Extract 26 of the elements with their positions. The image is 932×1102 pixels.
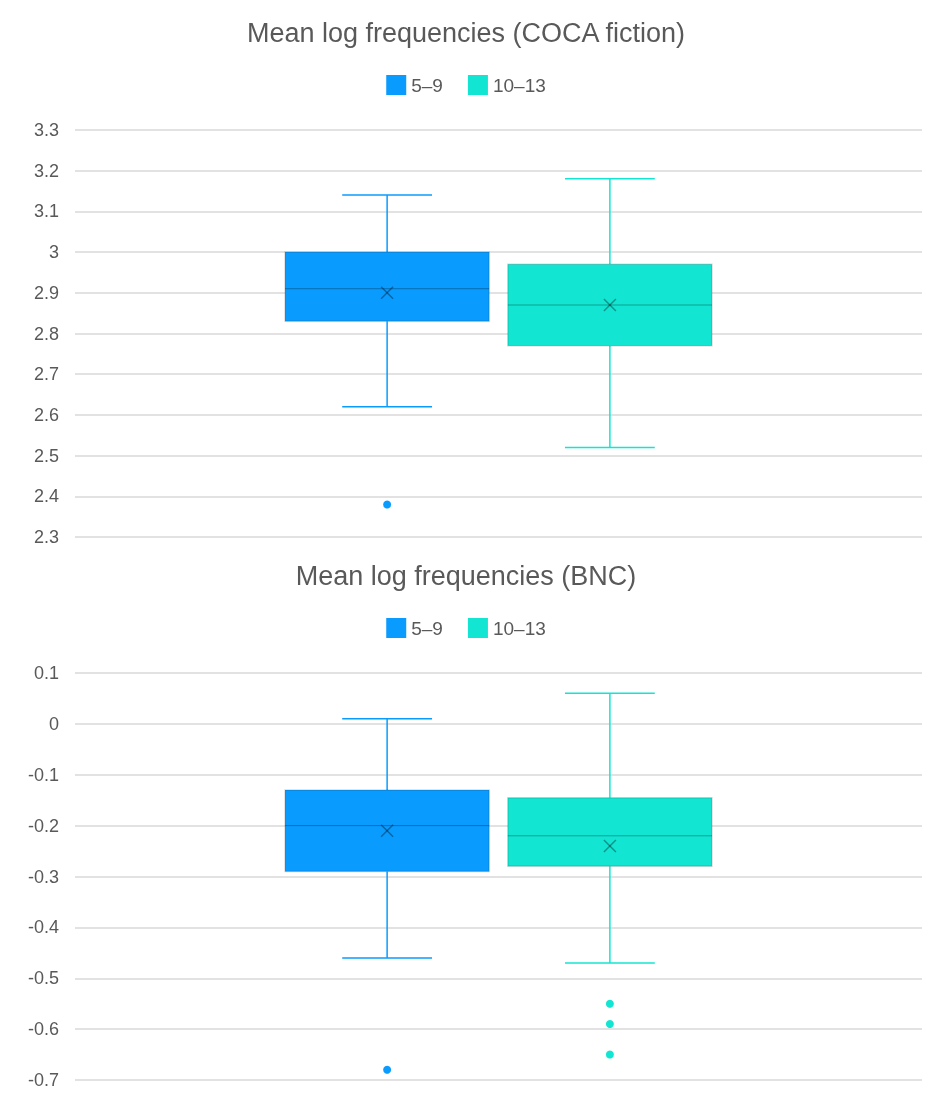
y-tick-label: -0.7 [27, 1070, 59, 1090]
y-tick-label: 3 [48, 242, 59, 263]
y-tick-label: -0.2 [27, 815, 59, 836]
y-tick-label: -0.5 [27, 968, 59, 989]
y-tick-label: 3.3 [33, 120, 59, 140]
y-tick-label: 2.5 [33, 445, 59, 466]
y-tick-label: 2.4 [33, 486, 59, 507]
y-tick-label: 2.8 [33, 323, 59, 344]
y-tick-label: 2.6 [33, 404, 59, 425]
legend-label: 10–13 [492, 74, 546, 96]
y-tick-label: 0 [48, 713, 59, 734]
y-tick-label: 3.1 [33, 201, 59, 222]
y-tick-label: -0.4 [27, 917, 59, 938]
y-tick-label: -0.1 [27, 764, 59, 785]
legend-label: 5–9 [411, 74, 443, 96]
y-tick-label: 2.3 [33, 527, 59, 547]
y-tick-label: 3.2 [33, 160, 59, 181]
y-tick-label: 2.7 [33, 364, 59, 385]
y-tick-label: 0.1 [33, 663, 59, 683]
legend-label: 5–9 [411, 617, 443, 639]
y-tick-label: -0.3 [27, 866, 59, 887]
y-tick-label: 2.9 [33, 282, 59, 303]
y-tick-label: -0.6 [27, 1019, 59, 1040]
chart-title: Mean log frequencies (BNC) [295, 560, 637, 591]
chart-title: Mean log frequencies (COCA fiction) [246, 17, 686, 48]
legend-label: 10–13 [492, 617, 546, 639]
